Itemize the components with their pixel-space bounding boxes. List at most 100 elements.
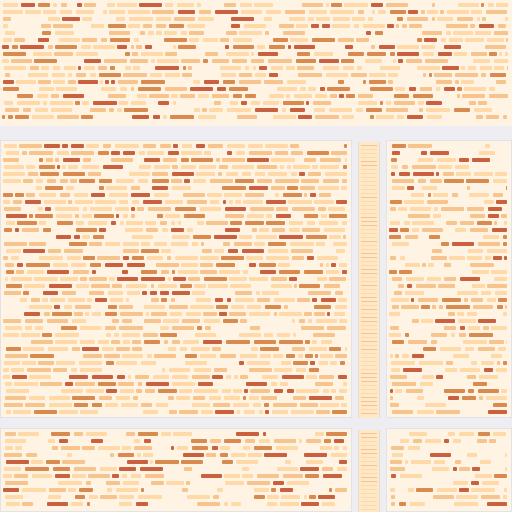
text-fragment [60,193,70,197]
text-fragment [213,403,230,407]
text-fragment [154,242,167,246]
text-fragment [307,221,315,225]
text-fragment [321,298,336,302]
text-fragment [119,495,134,499]
text-fragment [300,403,318,407]
text-fragment [223,319,238,323]
top-log-pane[interactable] [0,0,512,126]
text-fragment [109,10,125,14]
gutter-mark [361,405,377,406]
text-fragment [160,291,169,295]
text-fragment [249,368,272,372]
text-fragment [335,291,343,295]
gutter-mark [361,361,377,362]
text-fragment [417,410,434,414]
text-fragment [245,66,249,70]
text-fragment [29,242,46,246]
text-fragment [269,94,284,98]
text-fragment [407,284,412,288]
text-fragment [233,45,254,49]
text-fragment [26,193,35,197]
text-fragment [39,87,54,91]
bottom-right-pane[interactable] [386,428,512,512]
text-fragment [457,94,460,98]
gutter-mark [361,441,377,442]
text-fragment [312,38,335,42]
scrollbar-track-middle[interactable] [358,142,380,418]
text-fragment [343,446,347,450]
text-fragment [425,403,446,407]
gutter-mark [361,357,377,358]
text-fragment [38,361,54,365]
text-fragment [278,263,290,267]
text-fragment [192,291,205,295]
text-fragment [92,270,96,274]
text-fragment [71,263,86,267]
text-fragment [391,446,404,450]
text-fragment [172,326,194,330]
text-fragment [477,439,487,443]
text-fragment [63,94,84,98]
text-fragment [390,460,402,464]
text-fragment [288,45,291,49]
text-fragment [161,298,167,302]
bottom-left-pane[interactable] [0,428,352,512]
text-fragment [316,242,325,246]
text-fragment [105,242,120,246]
text-fragment [106,481,120,485]
right-editor-pane[interactable] [386,140,512,418]
text-fragment [453,439,461,443]
text-fragment [290,38,308,42]
text-fragment [356,108,363,112]
text-fragment [116,179,134,183]
text-fragment [446,221,457,225]
text-fragment [55,340,77,344]
text-fragment [134,446,152,450]
text-fragment [391,165,398,169]
main-editor-pane[interactable] [0,140,352,418]
text-fragment [222,158,245,162]
text-fragment [363,80,366,84]
text-fragment [131,474,141,478]
gutter-mark [361,145,377,146]
text-fragment [40,172,59,176]
text-fragment [78,66,81,70]
text-fragment [446,361,453,365]
text-fragment [226,52,249,56]
text-fragment [165,214,180,218]
gutter-mark [361,481,377,482]
text-fragment [408,214,430,218]
text-fragment [433,214,441,218]
text-fragment [389,228,398,232]
text-fragment [473,305,493,309]
text-fragment [309,10,327,14]
text-fragment [134,439,140,443]
scrollbar-track-bottom[interactable] [358,430,380,512]
text-fragment [334,439,344,443]
text-fragment [25,467,49,471]
gutter-mark [361,293,377,294]
text-fragment [331,389,336,393]
text-fragment [136,502,148,506]
text-line [1,431,351,437]
text-fragment [181,158,189,162]
text-fragment [51,108,72,112]
text-fragment [389,235,401,239]
text-fragment [296,368,306,372]
text-fragment [494,59,508,63]
text-fragment [123,214,128,218]
text-fragment [20,45,44,49]
text-fragment [448,396,459,400]
text-fragment [239,333,261,337]
text-fragment [307,256,314,260]
text-fragment [187,495,210,499]
text-fragment [138,382,142,386]
text-line [1,332,351,338]
text-fragment [405,263,420,267]
text-fragment [389,312,400,316]
text-fragment [498,347,506,351]
text-fragment [150,460,153,464]
text-fragment [132,347,142,351]
text-fragment [279,340,303,344]
text-fragment [467,186,470,190]
